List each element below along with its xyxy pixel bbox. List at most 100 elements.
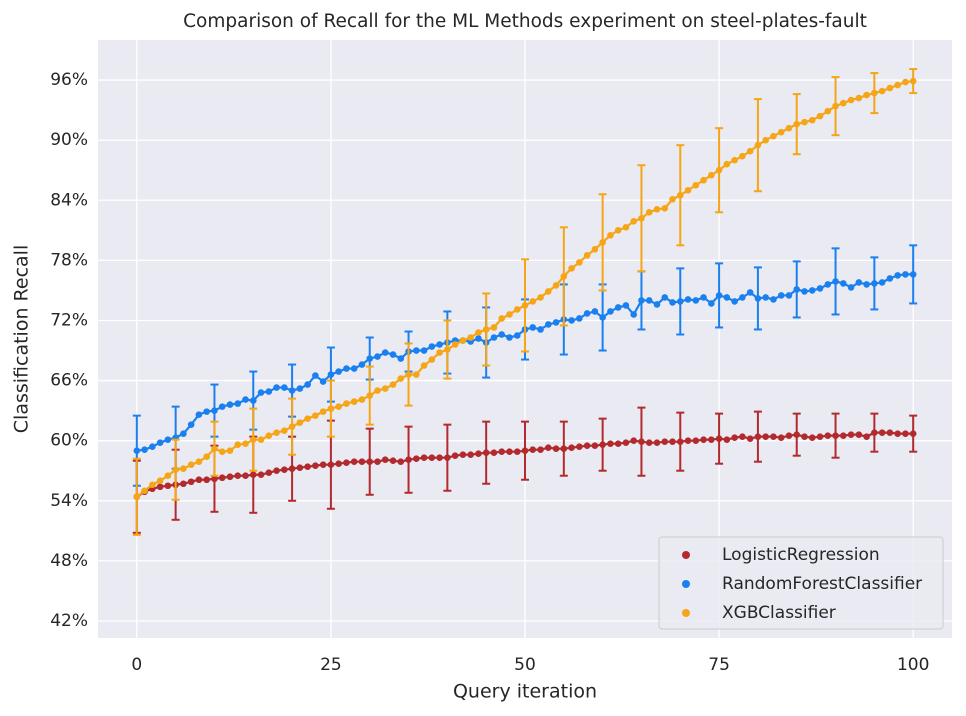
point xyxy=(141,446,148,453)
point xyxy=(909,271,917,278)
legend-marker xyxy=(682,580,690,588)
point xyxy=(459,337,467,344)
point xyxy=(684,437,692,444)
y-tick-label: 54% xyxy=(50,491,88,511)
point xyxy=(257,389,265,396)
point xyxy=(195,476,203,484)
point xyxy=(451,341,459,348)
x-tick-label: 25 xyxy=(320,655,342,675)
point xyxy=(645,208,653,216)
point xyxy=(653,205,661,213)
point xyxy=(638,438,645,445)
point xyxy=(428,356,436,363)
legend-marker xyxy=(682,609,690,617)
point xyxy=(661,204,669,212)
y-tick-label: 42% xyxy=(50,611,88,631)
point xyxy=(591,308,599,315)
y-tick-label: 96% xyxy=(50,70,88,90)
point xyxy=(304,381,311,388)
point xyxy=(242,440,249,447)
point xyxy=(653,439,661,446)
point xyxy=(824,281,832,288)
point xyxy=(358,361,366,368)
legend-marker xyxy=(682,551,690,559)
point xyxy=(653,301,661,308)
point xyxy=(591,246,599,253)
point xyxy=(374,458,381,466)
point xyxy=(669,195,676,203)
point xyxy=(459,451,467,458)
point xyxy=(381,349,389,356)
point xyxy=(824,107,832,115)
point xyxy=(467,451,474,458)
point xyxy=(172,466,179,474)
point xyxy=(902,78,909,86)
point xyxy=(164,472,172,480)
point xyxy=(808,434,816,441)
point xyxy=(700,294,707,301)
point xyxy=(288,387,296,394)
point xyxy=(576,443,583,450)
point xyxy=(366,392,374,399)
point xyxy=(785,432,793,439)
point xyxy=(319,378,327,385)
point xyxy=(801,118,808,126)
point xyxy=(506,334,513,341)
point xyxy=(847,431,855,438)
point xyxy=(397,375,405,382)
point xyxy=(739,294,746,301)
legend-label: RandomForestClassifier xyxy=(722,574,922,594)
point xyxy=(203,453,210,460)
point xyxy=(793,431,801,438)
point xyxy=(187,461,195,469)
point xyxy=(381,385,389,392)
point xyxy=(808,287,816,294)
point xyxy=(475,450,482,457)
point xyxy=(568,317,575,324)
point xyxy=(855,94,863,102)
point xyxy=(257,471,265,479)
point xyxy=(909,77,917,85)
point xyxy=(909,430,917,437)
point xyxy=(746,147,754,155)
point xyxy=(622,224,630,231)
point xyxy=(218,474,226,482)
point xyxy=(902,430,909,437)
point xyxy=(187,421,195,428)
point xyxy=(692,181,700,189)
point xyxy=(195,458,203,466)
point xyxy=(840,280,847,287)
point xyxy=(319,408,327,415)
point xyxy=(824,432,832,439)
point xyxy=(537,326,544,333)
point xyxy=(544,321,552,328)
point xyxy=(529,446,537,453)
point xyxy=(622,439,630,446)
point xyxy=(366,355,374,362)
point xyxy=(257,436,265,443)
point xyxy=(265,388,273,395)
point xyxy=(218,448,226,455)
point xyxy=(529,298,537,305)
point xyxy=(599,239,606,246)
x-tick-label: 100 xyxy=(897,655,929,675)
point xyxy=(149,481,156,489)
point xyxy=(599,441,606,448)
point xyxy=(723,160,731,168)
point xyxy=(436,341,443,348)
point xyxy=(552,319,560,326)
point xyxy=(607,308,614,315)
point xyxy=(203,408,210,415)
point xyxy=(141,487,148,495)
point xyxy=(397,458,405,466)
y-tick-label: 48% xyxy=(50,551,88,571)
point xyxy=(164,436,172,443)
point xyxy=(288,423,296,430)
point xyxy=(420,362,428,369)
point xyxy=(234,441,242,448)
point xyxy=(420,454,428,461)
point xyxy=(327,371,335,378)
point xyxy=(482,449,490,456)
legend-box xyxy=(658,536,944,630)
